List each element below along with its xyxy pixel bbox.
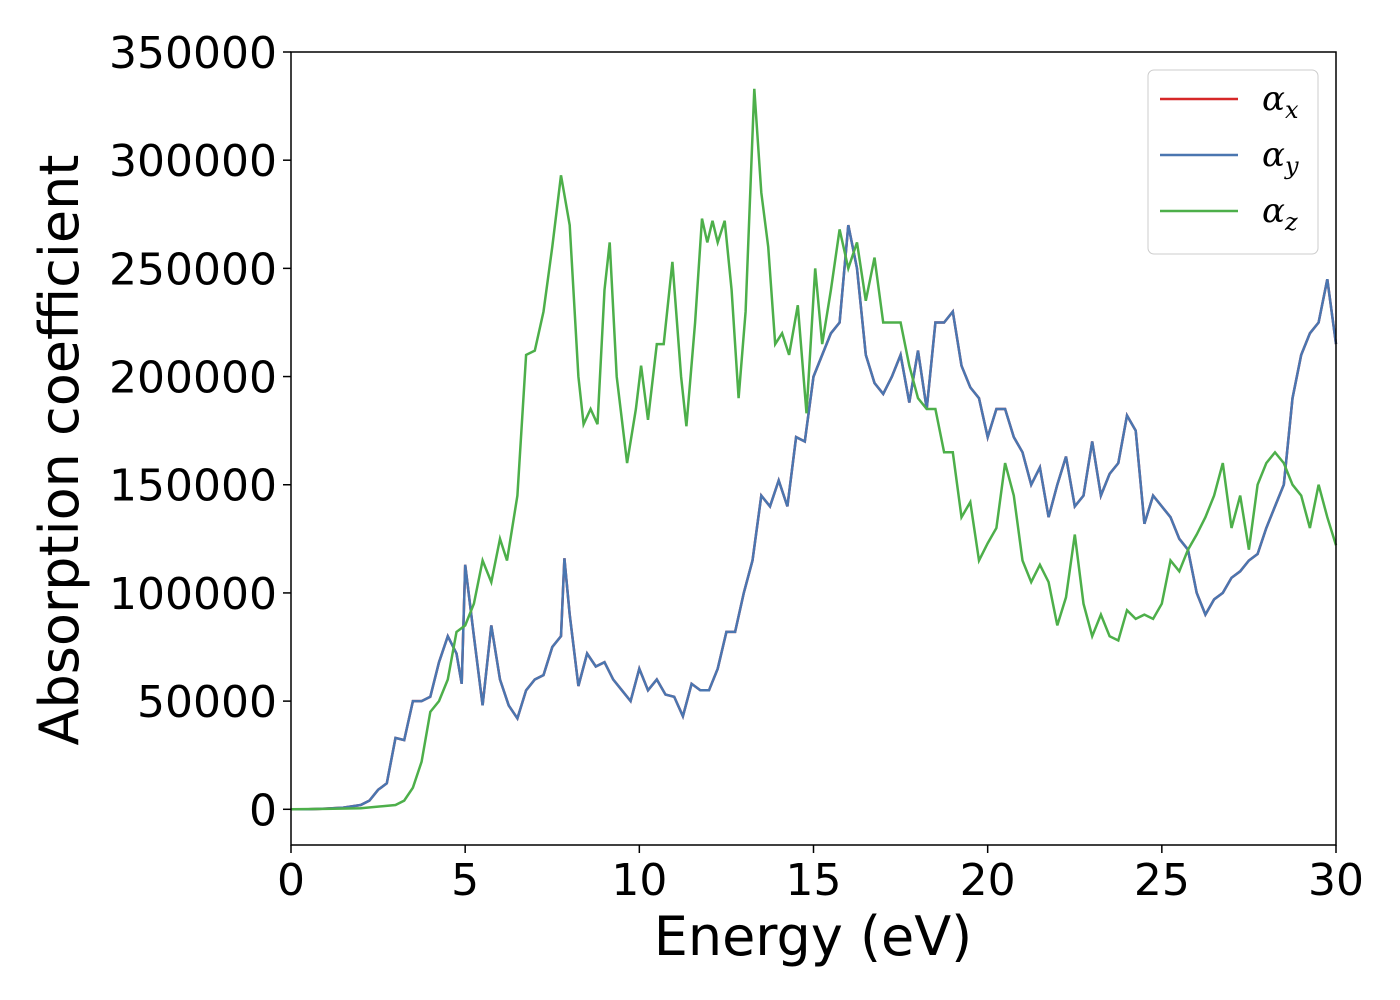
x-tick-label: 10 bbox=[611, 855, 667, 906]
y-tick-label: 200000 bbox=[109, 353, 277, 404]
x-tick-label: 25 bbox=[1134, 855, 1190, 906]
x-tick-label: 5 bbox=[451, 855, 479, 906]
plot-frame bbox=[290, 51, 1337, 846]
x-tick-label: 20 bbox=[960, 855, 1016, 906]
data-line bbox=[290, 88, 1338, 811]
y-tick-label: 350000 bbox=[109, 28, 277, 79]
legend-box bbox=[1147, 69, 1319, 255]
y-tick-label: 100000 bbox=[109, 569, 277, 620]
y-tick-label: 250000 bbox=[109, 244, 277, 295]
x-axis-label: Energy (eV) bbox=[654, 905, 973, 968]
x-tick-label: 15 bbox=[786, 855, 842, 906]
x-tick-label: 0 bbox=[277, 855, 305, 906]
y-tick-label: 150000 bbox=[109, 461, 277, 512]
x-tick-label: 30 bbox=[1308, 855, 1364, 906]
data-line bbox=[291, 224, 1338, 811]
y-tick-label: 300000 bbox=[109, 136, 277, 187]
y-axis-label: Absorption coefficient bbox=[28, 155, 91, 746]
y-tick-label: 0 bbox=[249, 785, 277, 836]
y-tick-label: 50000 bbox=[137, 677, 277, 728]
